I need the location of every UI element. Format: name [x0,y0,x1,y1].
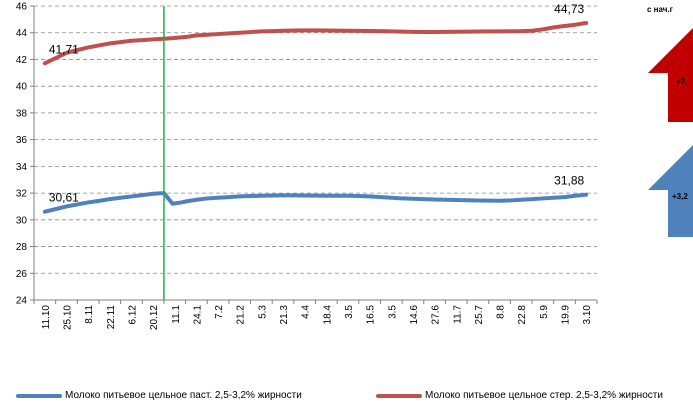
x-tick-label: 22.8 [517,305,528,325]
x-tick-label: 21.3 [279,305,290,325]
grid-lines [34,5,597,274]
blue-up-arrow [648,145,693,237]
x-tick-label: 25.10 [62,305,73,330]
y-tick-label: 36 [16,135,28,146]
y-tick-label: 46 [16,2,28,13]
data-label-last: 31,88 [554,174,584,188]
series-line-past [42,191,589,214]
x-tick-label: 19.9 [561,305,572,325]
y-tick-label: 24 [16,296,28,307]
y-tick-label: 44 [16,28,28,39]
y-tick-label: 40 [16,82,28,93]
x-axis: 11.10 25.10 8.11 22.11 6.12 20.12 11.1 24.1 7.2 2… [33,299,598,330]
y-tick-label: 32 [16,189,28,200]
x-tick-label: 5.3 [257,305,268,319]
y-tick-label: 30 [16,215,28,226]
y-tick-label: 34 [16,162,28,173]
legend-label-ster: Молоко питьевое цельное стер. 2,5-3,2% ж… [425,390,663,401]
data-label-first: 30,61 [49,191,79,205]
series-lines [42,20,589,214]
x-tick-label: 7.2 [214,305,225,319]
x-tick-label: 27.6 [431,305,442,325]
data-label-last: 44,73 [554,2,584,16]
side-arrows: +2, +3,2 [648,28,693,237]
data-labels: 30,61 31,88 41,71 44,73 [49,2,585,205]
legend-swatch-past [16,393,62,398]
x-tick-label: 11.10 [41,305,52,330]
red-arrow-label: +2, [676,77,687,86]
side-panel-caption: с нач.г [647,5,673,14]
y-tick-label: 42 [16,55,28,66]
legend-swatch-ster [376,393,422,398]
y-axis: 24 26 28 30 32 34 36 38 40 42 44 46 [16,2,35,307]
x-tick-label: 3.5 [344,305,355,319]
x-tick-label: 20.12 [149,305,160,330]
y-tick-label: 38 [16,108,28,119]
series-line-ster [42,20,589,66]
x-tick-label: 6.12 [127,305,138,325]
x-tick-label: 24.1 [192,305,203,325]
y-tick-label: 26 [16,269,28,280]
x-tick-label: 16.5 [366,305,377,325]
x-tick-label: 22.11 [106,305,117,330]
x-tick-label: 5.9 [539,305,550,319]
y-tick-label: 28 [16,242,28,253]
x-tick-label: 4.4 [301,305,312,319]
x-tick-label: 3.5 [387,305,398,319]
legend-label-past: Молоко питьевое цельное паст. 2,5-3,2% ж… [65,390,302,401]
x-tick-label: 14.6 [409,305,420,325]
x-tick-label: 18.4 [322,305,333,325]
x-tick-label: 25.7 [474,305,485,325]
x-tick-label: 21.2 [236,305,247,325]
blue-arrow-label: +3,2 [672,192,688,201]
chart-legend: Молоко питьевое цельное паст. 2,5-3,2% ж… [0,390,693,404]
legend-item-ster: Молоко питьевое цельное стер. 2,5-3,2% ж… [376,390,663,401]
red-up-arrow [648,28,693,122]
data-label-first: 41,71 [49,42,79,56]
x-tick-label: 3.10 [582,305,593,325]
x-tick-label: 8.11 [84,305,95,324]
x-tick-label: 11.1 [171,305,182,324]
legend-item-past: Молоко питьевое цельное паст. 2,5-3,2% ж… [16,390,302,401]
x-tick-label: 8.8 [496,305,507,319]
x-tick-label: 11.7 [452,305,463,324]
